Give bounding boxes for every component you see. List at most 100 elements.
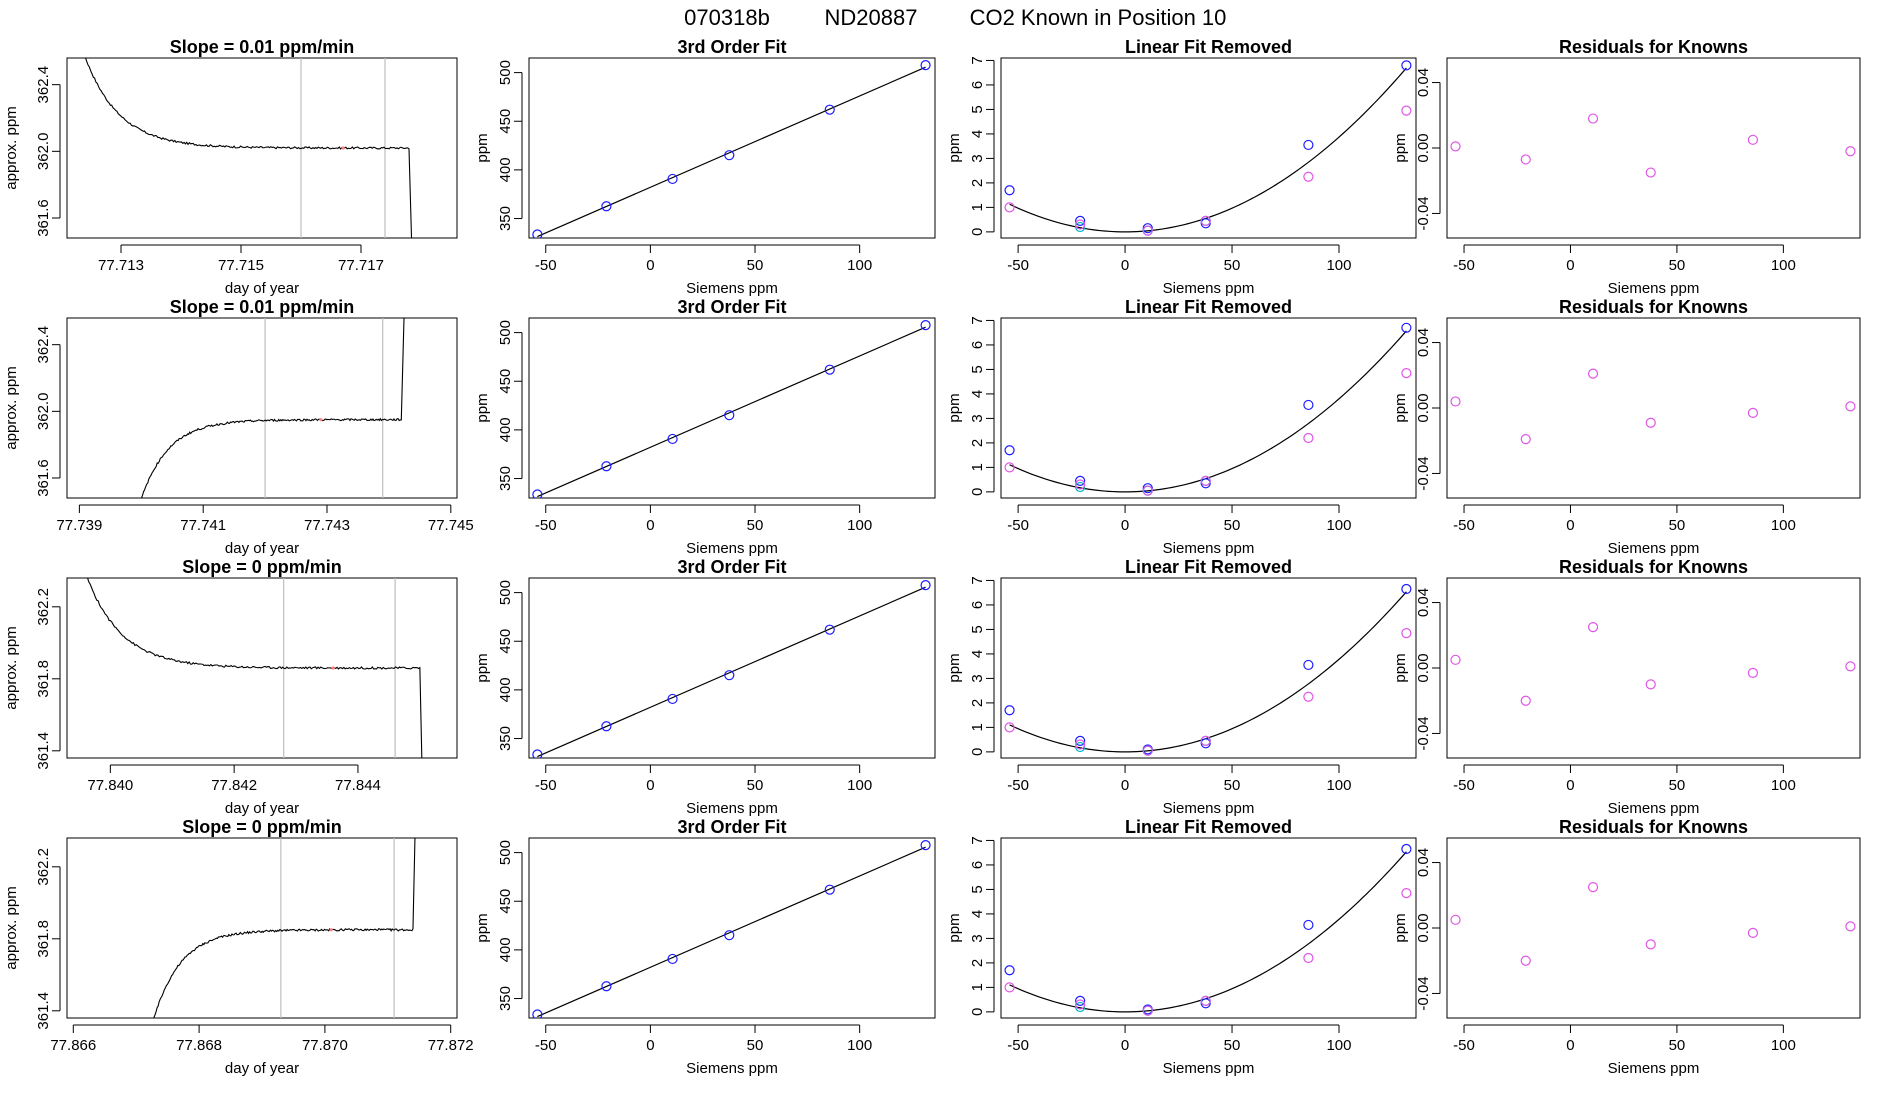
trace-line bbox=[140, 318, 405, 498]
x-tick-label: 0 bbox=[646, 777, 654, 794]
y-tick-label: 6 bbox=[969, 81, 986, 89]
plot-frame bbox=[66, 317, 458, 499]
plot-frame bbox=[528, 57, 936, 239]
x-tick-label: 0 bbox=[1566, 777, 1574, 794]
linear-removed-point bbox=[1142, 745, 1153, 756]
residual-point bbox=[1845, 401, 1856, 412]
page-title-description: CO2 Known in Position 10 bbox=[970, 5, 1227, 30]
y-tick-label: 400 bbox=[497, 157, 514, 182]
y-tick-label: 2 bbox=[969, 959, 986, 967]
known-point bbox=[532, 489, 543, 498]
known-point bbox=[824, 884, 835, 895]
y-tick-label: 5 bbox=[969, 625, 986, 633]
known-point bbox=[1075, 215, 1086, 226]
known-point bbox=[1004, 185, 1015, 196]
panel-row3-linfit: Linear Fit Removed -50 0 50 100 0 1 2 3 4 5 6 7 Sieme… bbox=[946, 557, 1417, 817]
linear-removed-point bbox=[1004, 982, 1015, 993]
y-tick-label: 6 bbox=[969, 341, 986, 349]
residual-point bbox=[1587, 881, 1599, 893]
known-point bbox=[724, 410, 735, 421]
x-tick-label: -50 bbox=[535, 777, 557, 794]
y-tick-label: 3 bbox=[969, 674, 986, 682]
x-tick-label: 50 bbox=[1224, 777, 1241, 794]
residual-point bbox=[1520, 154, 1531, 165]
y-tick-label: 0 bbox=[969, 228, 986, 236]
panel-title: 3rd Order Fit bbox=[677, 37, 786, 57]
known-point bbox=[920, 60, 931, 71]
trace-line bbox=[153, 838, 416, 1018]
residual-point bbox=[1747, 667, 1759, 679]
y-axis-label: ppm bbox=[946, 913, 963, 942]
y-tick-label: -0.04 bbox=[1415, 716, 1432, 750]
x-tick-label: -50 bbox=[1007, 1037, 1029, 1054]
known-point bbox=[601, 201, 612, 212]
linear-removed-point bbox=[1075, 219, 1086, 230]
linear-removed-point bbox=[1200, 215, 1211, 226]
x-axis-label: Siemens ppm bbox=[686, 540, 778, 557]
panel-row1-trace: Slope = 0.01 ppm/min 77.713 77.715 77.717 36… bbox=[3, 37, 458, 297]
y-tick-label: 4 bbox=[969, 650, 986, 658]
page-title-run-id: 070318b bbox=[684, 5, 770, 30]
plot-area bbox=[532, 60, 931, 238]
x-tick-label: -50 bbox=[1453, 517, 1475, 534]
x-tick-label: 50 bbox=[1669, 1037, 1686, 1054]
x-tick-label: 50 bbox=[1224, 1037, 1241, 1054]
y-tick-label: 0.04 bbox=[1415, 68, 1432, 97]
known-point bbox=[824, 104, 835, 115]
panel-title: Slope = 0 ppm/min bbox=[182, 817, 342, 837]
x-tick-label: 100 bbox=[1771, 1037, 1796, 1054]
linear-removed-point bbox=[1303, 691, 1314, 702]
x-tick-label: 77.840 bbox=[87, 777, 133, 794]
residual-point bbox=[1450, 141, 1461, 152]
known-point bbox=[532, 749, 543, 758]
x-tick-label: -50 bbox=[1453, 257, 1475, 274]
linear-removed-point bbox=[1200, 995, 1211, 1006]
y-tick-label: 361.4 bbox=[35, 992, 52, 1030]
x-axis-label: day of year bbox=[225, 540, 299, 557]
x-tick-label: 50 bbox=[1224, 257, 1241, 274]
y-axis-label: approx. ppm bbox=[3, 366, 20, 449]
panel-title: Linear Fit Removed bbox=[1125, 557, 1292, 577]
linear-removed-point bbox=[1075, 999, 1086, 1010]
y-tick-label: 362.2 bbox=[35, 848, 52, 886]
known-point bbox=[1401, 583, 1412, 595]
residual-point bbox=[1520, 955, 1531, 966]
y-tick-label: -0.04 bbox=[1415, 196, 1432, 230]
x-tick-label: -50 bbox=[535, 1037, 557, 1054]
panel-row3-fit: 3rd Order Fit -50 0 50 100 350 400 450 500 Siemen… bbox=[474, 557, 936, 817]
y-tick-label: 1 bbox=[969, 723, 986, 731]
y-tick-label: 450 bbox=[497, 109, 514, 134]
y-tick-label: 361.8 bbox=[35, 660, 52, 698]
x-axis-label: Siemens ppm bbox=[1608, 280, 1700, 297]
known-point bbox=[1200, 738, 1211, 749]
y-tick-label: 0.04 bbox=[1415, 848, 1432, 877]
quadratic-fit-curve bbox=[1009, 851, 1407, 1013]
panel-row2-trace: Slope = 0.01 ppm/min 77.739 77.741 77.743 77… bbox=[3, 297, 474, 557]
residual-point bbox=[1845, 146, 1856, 157]
y-tick-label: 7 bbox=[969, 56, 986, 64]
y-tick-label: 2 bbox=[969, 179, 986, 187]
y-tick-label: 6 bbox=[969, 601, 986, 609]
known-point bbox=[1200, 218, 1211, 229]
x-tick-label: 50 bbox=[1224, 517, 1241, 534]
linear-removed-point bbox=[1401, 368, 1412, 379]
linear-removed-point bbox=[1401, 628, 1412, 639]
plot-frame bbox=[1000, 837, 1417, 1019]
known-point bbox=[1004, 965, 1015, 976]
known-point bbox=[667, 693, 678, 705]
residual-point bbox=[1520, 695, 1531, 706]
known-point bbox=[1200, 998, 1211, 1009]
x-axis-label: Siemens ppm bbox=[1608, 540, 1700, 557]
y-tick-label: 6 bbox=[969, 861, 986, 869]
x-tick-label: 0 bbox=[1121, 257, 1129, 274]
known-point bbox=[1401, 843, 1412, 855]
y-axis-label: ppm bbox=[474, 133, 491, 162]
residual-point bbox=[1587, 113, 1599, 124]
x-tick-label: 0 bbox=[1121, 517, 1129, 534]
plot-frame bbox=[528, 837, 936, 1019]
y-tick-label: 350 bbox=[497, 466, 514, 491]
residual-point bbox=[1747, 927, 1759, 939]
y-axis-label: ppm bbox=[1392, 653, 1409, 682]
known-point bbox=[1004, 705, 1015, 716]
plot-frame bbox=[1446, 57, 1861, 239]
